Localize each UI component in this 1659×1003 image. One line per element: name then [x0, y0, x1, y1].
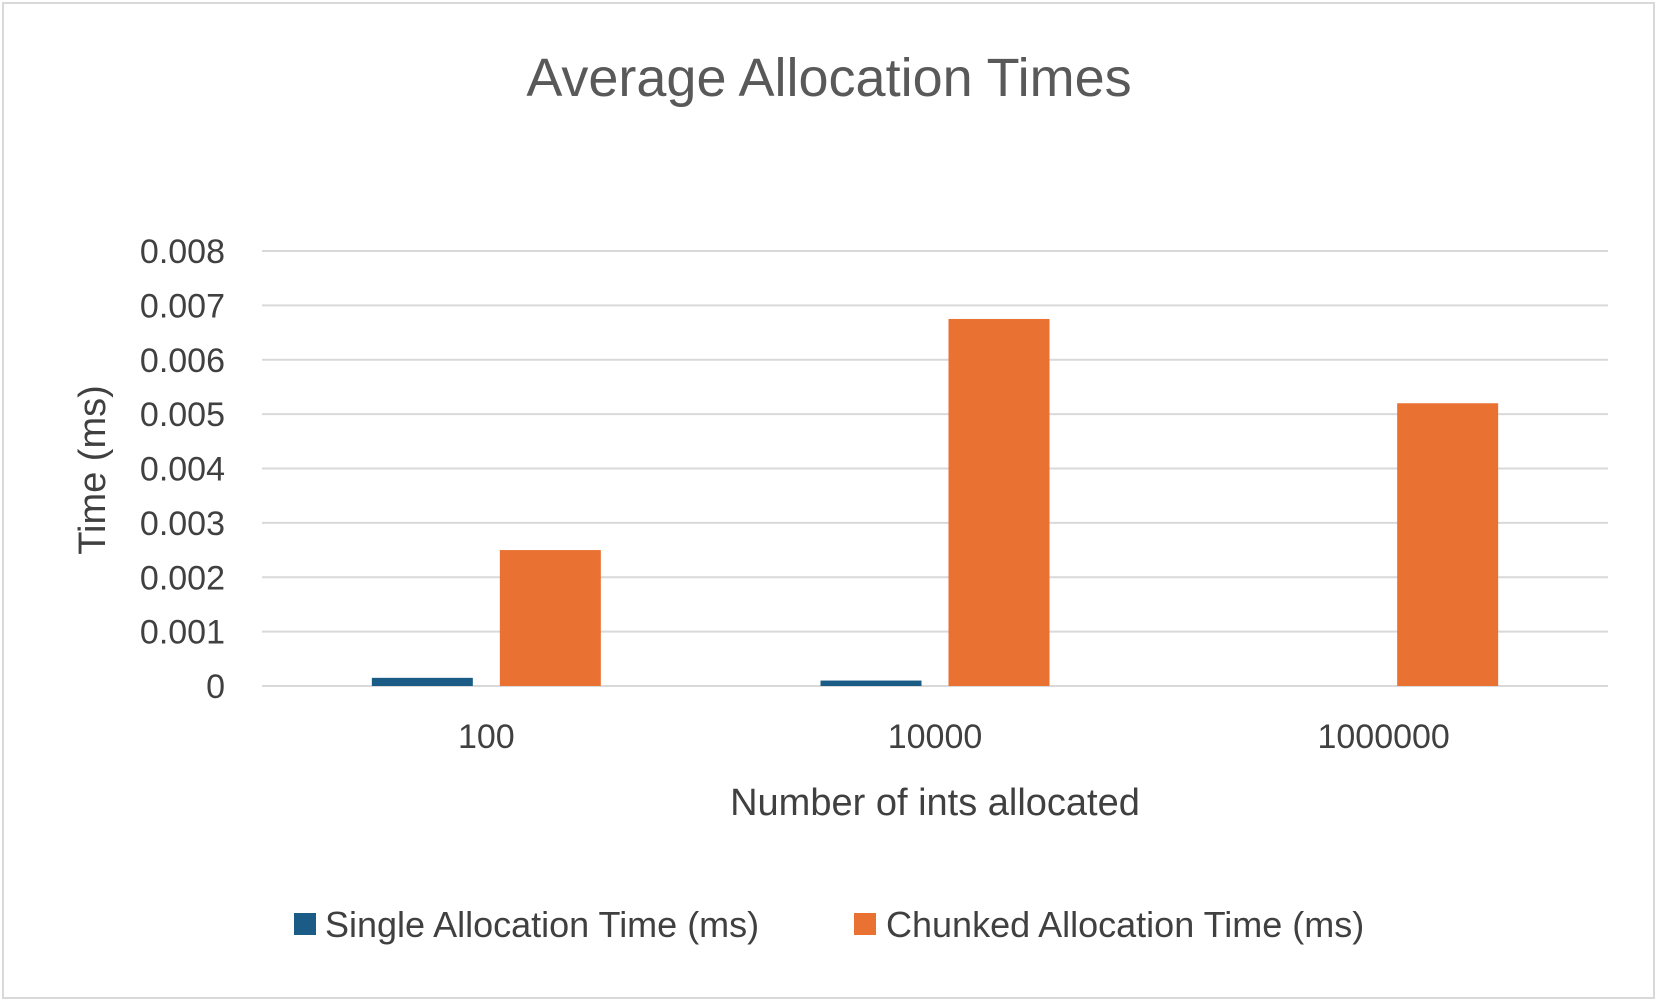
x-axis-ticks: 100 10000 1000000: [458, 718, 1450, 756]
y-tick-label: 0.005: [140, 396, 225, 434]
legend-swatch: [854, 913, 876, 935]
y-tick-label: 0.006: [140, 342, 225, 380]
x-tick-label: 10000: [888, 718, 983, 756]
x-tick-label: 100: [458, 718, 515, 756]
y-tick-label: 0: [206, 668, 225, 706]
legend-label: Single Allocation Time (ms): [325, 904, 759, 945]
y-tick-label: 0.008: [140, 233, 225, 271]
bar-single-10000: [820, 680, 922, 686]
bar-chunked-10000: [948, 318, 1050, 686]
chart-title: Average Allocation Times: [526, 48, 1131, 108]
legend: Single Allocation Time (ms) Chunked Alloc…: [294, 904, 1364, 945]
y-axis-ticks: 0 0.001 0.002 0.003 0.004 0.005 0.006 0.007 0.00…: [140, 233, 225, 706]
bar-chunked-1000000: [1397, 403, 1499, 686]
y-tick-label: 0.007: [140, 287, 225, 325]
bar-chunked-100: [499, 550, 601, 686]
x-axis-title: Number of ints allocated: [730, 782, 1140, 824]
bars: [371, 318, 1499, 686]
x-tick-label: 1000000: [1317, 718, 1449, 756]
legend-label: Chunked Allocation Time (ms): [886, 904, 1364, 945]
y-tick-label: 0.002: [140, 559, 225, 597]
y-tick-label: 0.003: [140, 505, 225, 543]
legend-swatch: [294, 913, 316, 935]
y-tick-label: 0.001: [140, 614, 225, 652]
y-tick-label: 0.004: [140, 451, 225, 489]
gridlines: [262, 250, 1608, 687]
bar-single-100: [371, 677, 473, 686]
y-axis-title: Time (ms): [72, 385, 114, 555]
